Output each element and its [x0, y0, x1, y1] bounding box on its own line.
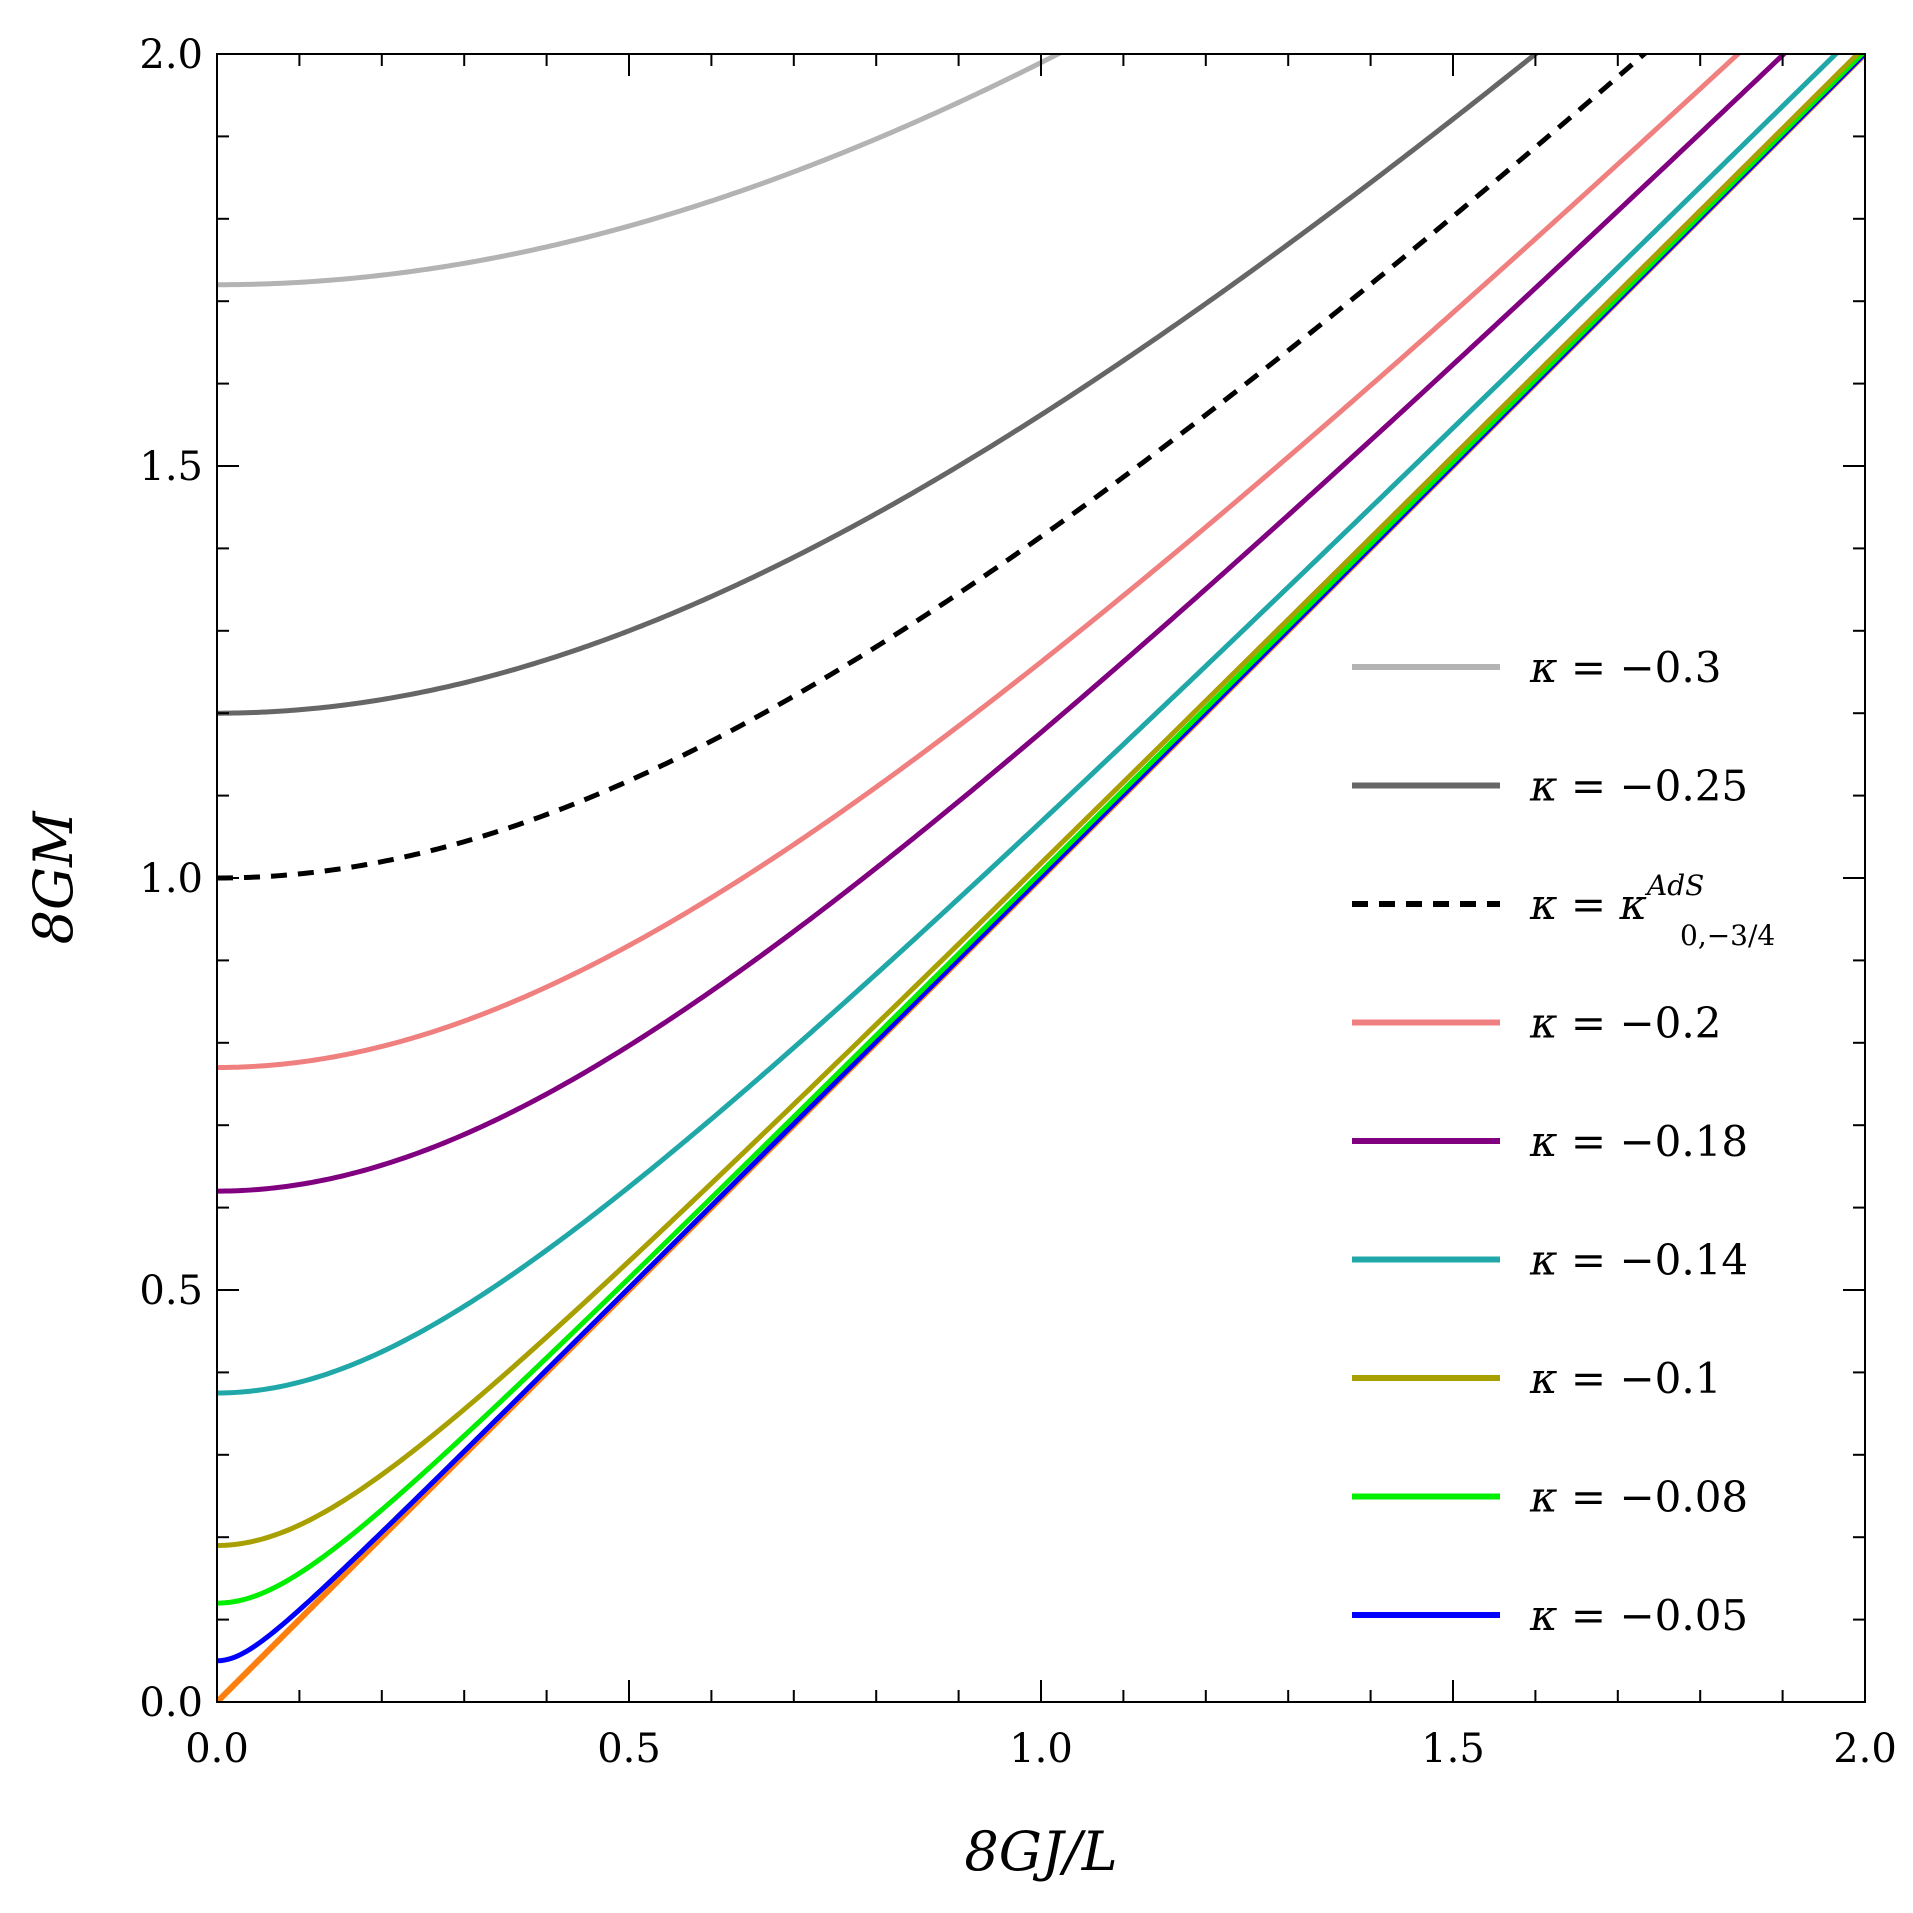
series-line — [217, 54, 1862, 1548]
series-line — [217, 54, 1064, 288]
legend-kappa: κ — [1529, 643, 1558, 692]
y-axis-title: 8GM — [22, 810, 85, 944]
legend-kappa: κ — [1529, 999, 1558, 1048]
x-tick-label: 0.5 — [597, 1726, 661, 1772]
legend-kappa: κ — [1529, 1117, 1558, 1166]
legend-equation: = −0.08 — [1558, 1473, 1749, 1522]
legend-label: κ = −0.14 — [1529, 1236, 1748, 1285]
legend-item: κ = −0.2 — [1352, 999, 1721, 1048]
series-line — [217, 54, 1742, 1071]
x-axis-title: 8GJ/L — [964, 1820, 1117, 1883]
legend-equation: = κ — [1558, 880, 1647, 929]
series-line — [217, 54, 1865, 1606]
legend-subscript: 0,−3/4 — [1680, 919, 1775, 952]
legend-equation: = −0.25 — [1558, 762, 1749, 811]
legend-equation: = −0.2 — [1558, 999, 1722, 1048]
legend-equation: = −0.18 — [1558, 1117, 1749, 1166]
legend-label: κ = −0.05 — [1529, 1591, 1748, 1640]
x-tick-label: 2.0 — [1833, 1726, 1897, 1772]
series-line — [217, 54, 1840, 1396]
legend-label: κ = κAdS 0,−3/4 — [1529, 869, 1775, 952]
legend-kappa: κ — [1529, 1591, 1558, 1640]
y-tick-label: 0.0 — [139, 1680, 203, 1726]
legend-kappa: κ — [1529, 1473, 1558, 1522]
legend-kappa: κ — [1529, 1354, 1558, 1403]
legend-label: κ = −0.1 — [1529, 1354, 1721, 1403]
y-tick-label: 1.0 — [139, 856, 203, 902]
series-line — [217, 54, 1540, 716]
legend-superscript: AdS — [1644, 869, 1704, 902]
series-line — [217, 54, 1649, 881]
legend-item: κ = −0.3 — [1352, 643, 1721, 692]
legend: κ = −0.3κ = −0.25κ = κAdS 0,−3/4κ = −0.2κ… — [1352, 643, 1775, 1640]
x-tick-label: 1.0 — [1009, 1726, 1073, 1772]
legend-equation: = −0.05 — [1558, 1591, 1749, 1640]
legend-kappa: κ — [1529, 762, 1558, 811]
legend-label: κ = −0.25 — [1529, 762, 1748, 811]
tick-labels: 0.0 0.5 1.0 1.5 2.0 0.0 0.5 1.0 1.5 2.0 — [139, 32, 1896, 1772]
legend-label: κ = −0.2 — [1529, 999, 1721, 1048]
legend-kappa: κ — [1529, 1236, 1558, 1285]
y-tick-label: 2.0 — [139, 32, 203, 78]
legend-item: κ = −0.14 — [1352, 1236, 1748, 1285]
legend-label: κ = −0.08 — [1529, 1473, 1748, 1522]
legend-item: κ = κAdS 0,−3/4 — [1352, 869, 1775, 952]
x-tick-label: 0.0 — [185, 1726, 249, 1772]
legend-equation: = −0.14 — [1558, 1236, 1749, 1285]
curves — [217, 54, 1865, 1702]
legend-item: κ = −0.25 — [1352, 762, 1748, 811]
legend-label: κ = −0.18 — [1529, 1117, 1748, 1166]
legend-item: κ = −0.18 — [1352, 1117, 1748, 1166]
y-tick-label: 1.5 — [139, 444, 203, 490]
legend-item: κ = −0.08 — [1352, 1473, 1748, 1522]
legend-item: κ = −0.1 — [1352, 1354, 1721, 1403]
legend-equation: = −0.3 — [1558, 643, 1722, 692]
legend-item: κ = −0.05 — [1352, 1591, 1748, 1640]
ticks — [216, 53, 1866, 1703]
x-tick-label: 1.5 — [1421, 1726, 1485, 1772]
legend-kappa: κ — [1529, 880, 1558, 929]
legend-label: κ = −0.3 — [1529, 643, 1721, 692]
y-tick-label: 0.5 — [139, 1268, 203, 1314]
series-line — [217, 54, 1788, 1194]
legend-equation: = −0.1 — [1558, 1354, 1722, 1403]
